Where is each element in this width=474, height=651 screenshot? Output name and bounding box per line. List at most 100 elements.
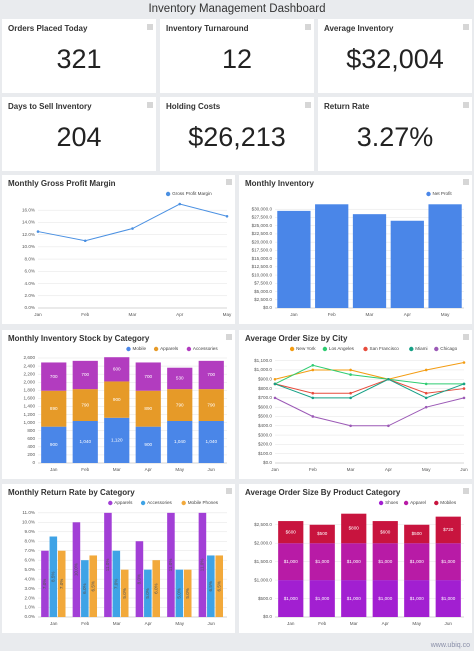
value-label: $1,000 xyxy=(378,559,392,564)
chart-panel: Average Order Size By Product Category $0… xyxy=(239,484,472,633)
bar xyxy=(41,550,49,617)
bar xyxy=(72,522,81,617)
y-tick-label: 2.0% xyxy=(25,595,35,600)
bar xyxy=(207,555,215,617)
legend-label: Chicago xyxy=(440,346,457,351)
x-tick-label: Jun xyxy=(208,467,216,472)
chart-panel: Monthly Inventory $0.0 $2,500.0 $5,000.0 $7,… xyxy=(239,175,472,324)
bar-segment xyxy=(404,580,430,617)
bar-segment xyxy=(41,362,67,391)
x-tick-label: Jun xyxy=(460,467,468,472)
legend-label: Apparel xyxy=(410,500,426,505)
kpi-value: $32,004 xyxy=(346,44,444,74)
value-label: 790 xyxy=(176,402,184,407)
x-tick-label: Mar xyxy=(366,312,374,317)
point xyxy=(349,396,352,400)
value-label: 530 xyxy=(176,376,184,381)
kpi-label: Days to Sell Inventory xyxy=(8,102,92,111)
value-label: 5.0% xyxy=(145,588,150,598)
bar xyxy=(175,569,184,617)
chart-title: Monthly Gross Profit Margin xyxy=(8,179,116,188)
legend-swatch xyxy=(434,500,439,506)
chart-panel-bg xyxy=(2,175,235,324)
bar-segment xyxy=(404,524,430,544)
point xyxy=(273,382,277,386)
line xyxy=(274,397,465,427)
menu-icon[interactable] xyxy=(226,488,232,494)
x-tick-label: Apr xyxy=(145,467,153,472)
menu-icon[interactable] xyxy=(463,24,469,30)
y-tick-label: 2.0% xyxy=(25,293,35,298)
y-tick-label: $30,000.0 xyxy=(252,206,273,211)
value-label: 6.5% xyxy=(216,581,221,591)
chart-panel: Monthly Return Rate by Category 0.0% 1.0% 2… xyxy=(2,484,235,633)
menu-icon[interactable] xyxy=(463,179,469,185)
x-tick-label: May xyxy=(412,621,421,626)
bar xyxy=(89,555,98,617)
value-label: $1,000 xyxy=(378,596,392,601)
y-tick-label: $15,000.0 xyxy=(252,256,273,261)
value-label: 6.5% xyxy=(90,581,95,591)
point xyxy=(424,405,428,409)
point xyxy=(273,377,277,381)
y-tick-label: $500.0 xyxy=(258,596,272,601)
menu-icon[interactable] xyxy=(226,334,232,340)
y-tick-label: $25,000.0 xyxy=(252,223,273,228)
bar-segment xyxy=(167,421,193,463)
bar-segment xyxy=(372,521,398,544)
y-tick-label: 1,800 xyxy=(24,388,36,393)
menu-icon[interactable] xyxy=(463,334,469,340)
menu-icon[interactable] xyxy=(463,488,469,494)
value-label: $600 xyxy=(380,529,391,534)
menu-icon[interactable] xyxy=(147,24,153,30)
x-tick-label: Mar xyxy=(350,621,358,626)
value-label: 1,040 xyxy=(206,439,218,444)
value-label: 1,040 xyxy=(80,439,92,444)
legend-swatch xyxy=(181,500,186,506)
value-label: $1,000 xyxy=(441,596,455,601)
y-tick-label: 10.0% xyxy=(22,520,35,525)
menu-icon[interactable] xyxy=(226,179,232,185)
x-tick-label: Jan xyxy=(50,621,58,626)
x-tick-label: May xyxy=(422,467,431,472)
y-tick-label: $0.0 xyxy=(263,614,272,619)
bar xyxy=(277,210,311,308)
bar-segment xyxy=(72,389,98,422)
value-label: 600 xyxy=(113,367,121,372)
menu-icon[interactable] xyxy=(147,102,153,108)
legend-label: Mobile Phones xyxy=(188,500,219,505)
value-label: 700 xyxy=(50,374,58,379)
menu-icon[interactable] xyxy=(463,102,469,108)
kpi-label: Average Inventory xyxy=(324,24,394,33)
dashboard-title: Inventory Management Dashboard xyxy=(148,3,325,15)
bar xyxy=(183,569,192,617)
bar xyxy=(167,512,175,617)
bar xyxy=(315,204,349,308)
legend-swatch xyxy=(165,191,171,197)
menu-icon[interactable] xyxy=(305,24,311,30)
kpi-card-bg xyxy=(160,19,314,93)
bar xyxy=(104,512,112,617)
kpi-value: 204 xyxy=(56,122,101,152)
bar-segment xyxy=(198,421,224,463)
menu-icon[interactable] xyxy=(305,102,311,108)
point xyxy=(349,424,352,428)
bar xyxy=(144,569,152,617)
x-tick-label: Apr xyxy=(176,312,184,317)
y-tick-label: 2,200 xyxy=(24,371,36,376)
bar xyxy=(152,560,161,617)
point xyxy=(311,391,315,395)
kpi-label: Return Rate xyxy=(324,102,370,111)
y-tick-label: 3.0% xyxy=(25,586,35,591)
value-label: 6.5% xyxy=(208,581,213,591)
bar-segment xyxy=(435,580,461,617)
point xyxy=(178,202,182,206)
kpi-label: Holding Costs xyxy=(166,102,221,111)
value-label: 1,120 xyxy=(111,438,123,443)
x-tick-label: Jan xyxy=(290,312,298,317)
legend-label: Apparels xyxy=(160,346,179,351)
y-tick-label: $10,000.0 xyxy=(252,272,273,277)
y-tick-label: 1,400 xyxy=(24,404,36,409)
y-tick-label: 400 xyxy=(27,444,35,449)
